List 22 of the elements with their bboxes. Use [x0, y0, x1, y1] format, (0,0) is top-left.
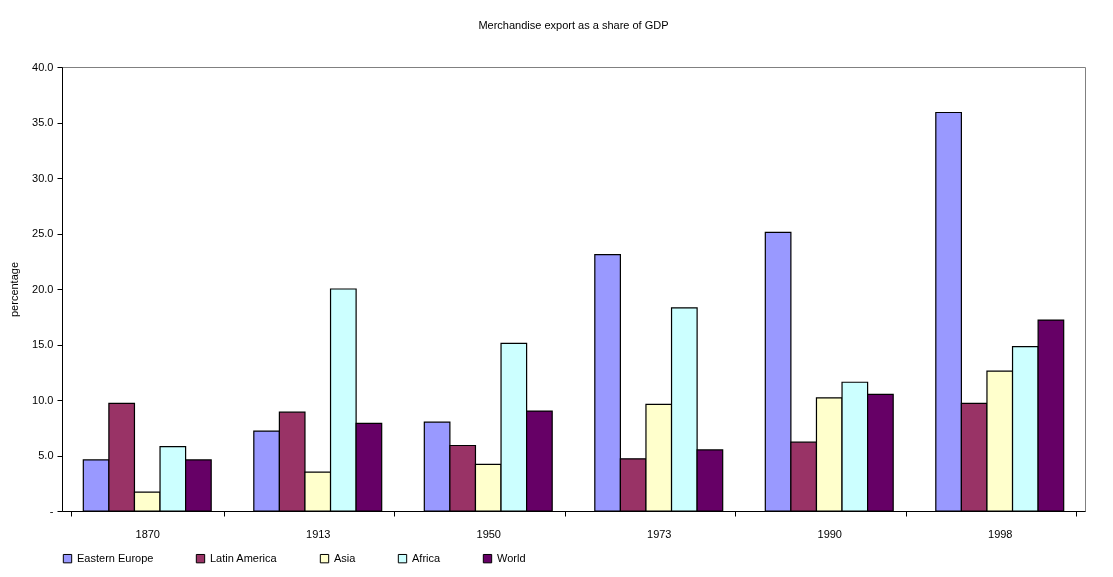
y-tick-label: 15.0	[32, 338, 54, 350]
legend-label: Asia	[334, 551, 357, 564]
x-tick-label: 1870	[135, 527, 160, 540]
y-tick-label: 35.0	[32, 116, 54, 128]
y-tick-label: 30.0	[32, 171, 54, 184]
legend-label: Africa	[412, 551, 441, 564]
x-tick-label: 1950	[476, 527, 501, 540]
y-tick-label: -	[49, 504, 54, 517]
y-tick-label: 25.0	[32, 227, 54, 239]
y-tick-label: 5.0	[38, 449, 54, 461]
y-axis-title: percentage	[8, 261, 21, 318]
chart-title: Merchandise export as a share of GDP	[478, 19, 669, 31]
y-tick-label: 10.0	[32, 393, 54, 406]
x-tick-label: 1973	[647, 527, 672, 540]
legend-label: Eastern Europe	[77, 551, 154, 564]
y-tick-label: 20.0	[32, 282, 54, 295]
x-tick-label: 1990	[817, 527, 842, 540]
x-tick-label: 1998	[988, 527, 1013, 540]
legend-label: Latin America	[210, 551, 278, 564]
legend-label: World	[497, 551, 526, 564]
x-tick-label: 1913	[306, 527, 331, 540]
y-tick-label: 40.0	[32, 60, 54, 73]
